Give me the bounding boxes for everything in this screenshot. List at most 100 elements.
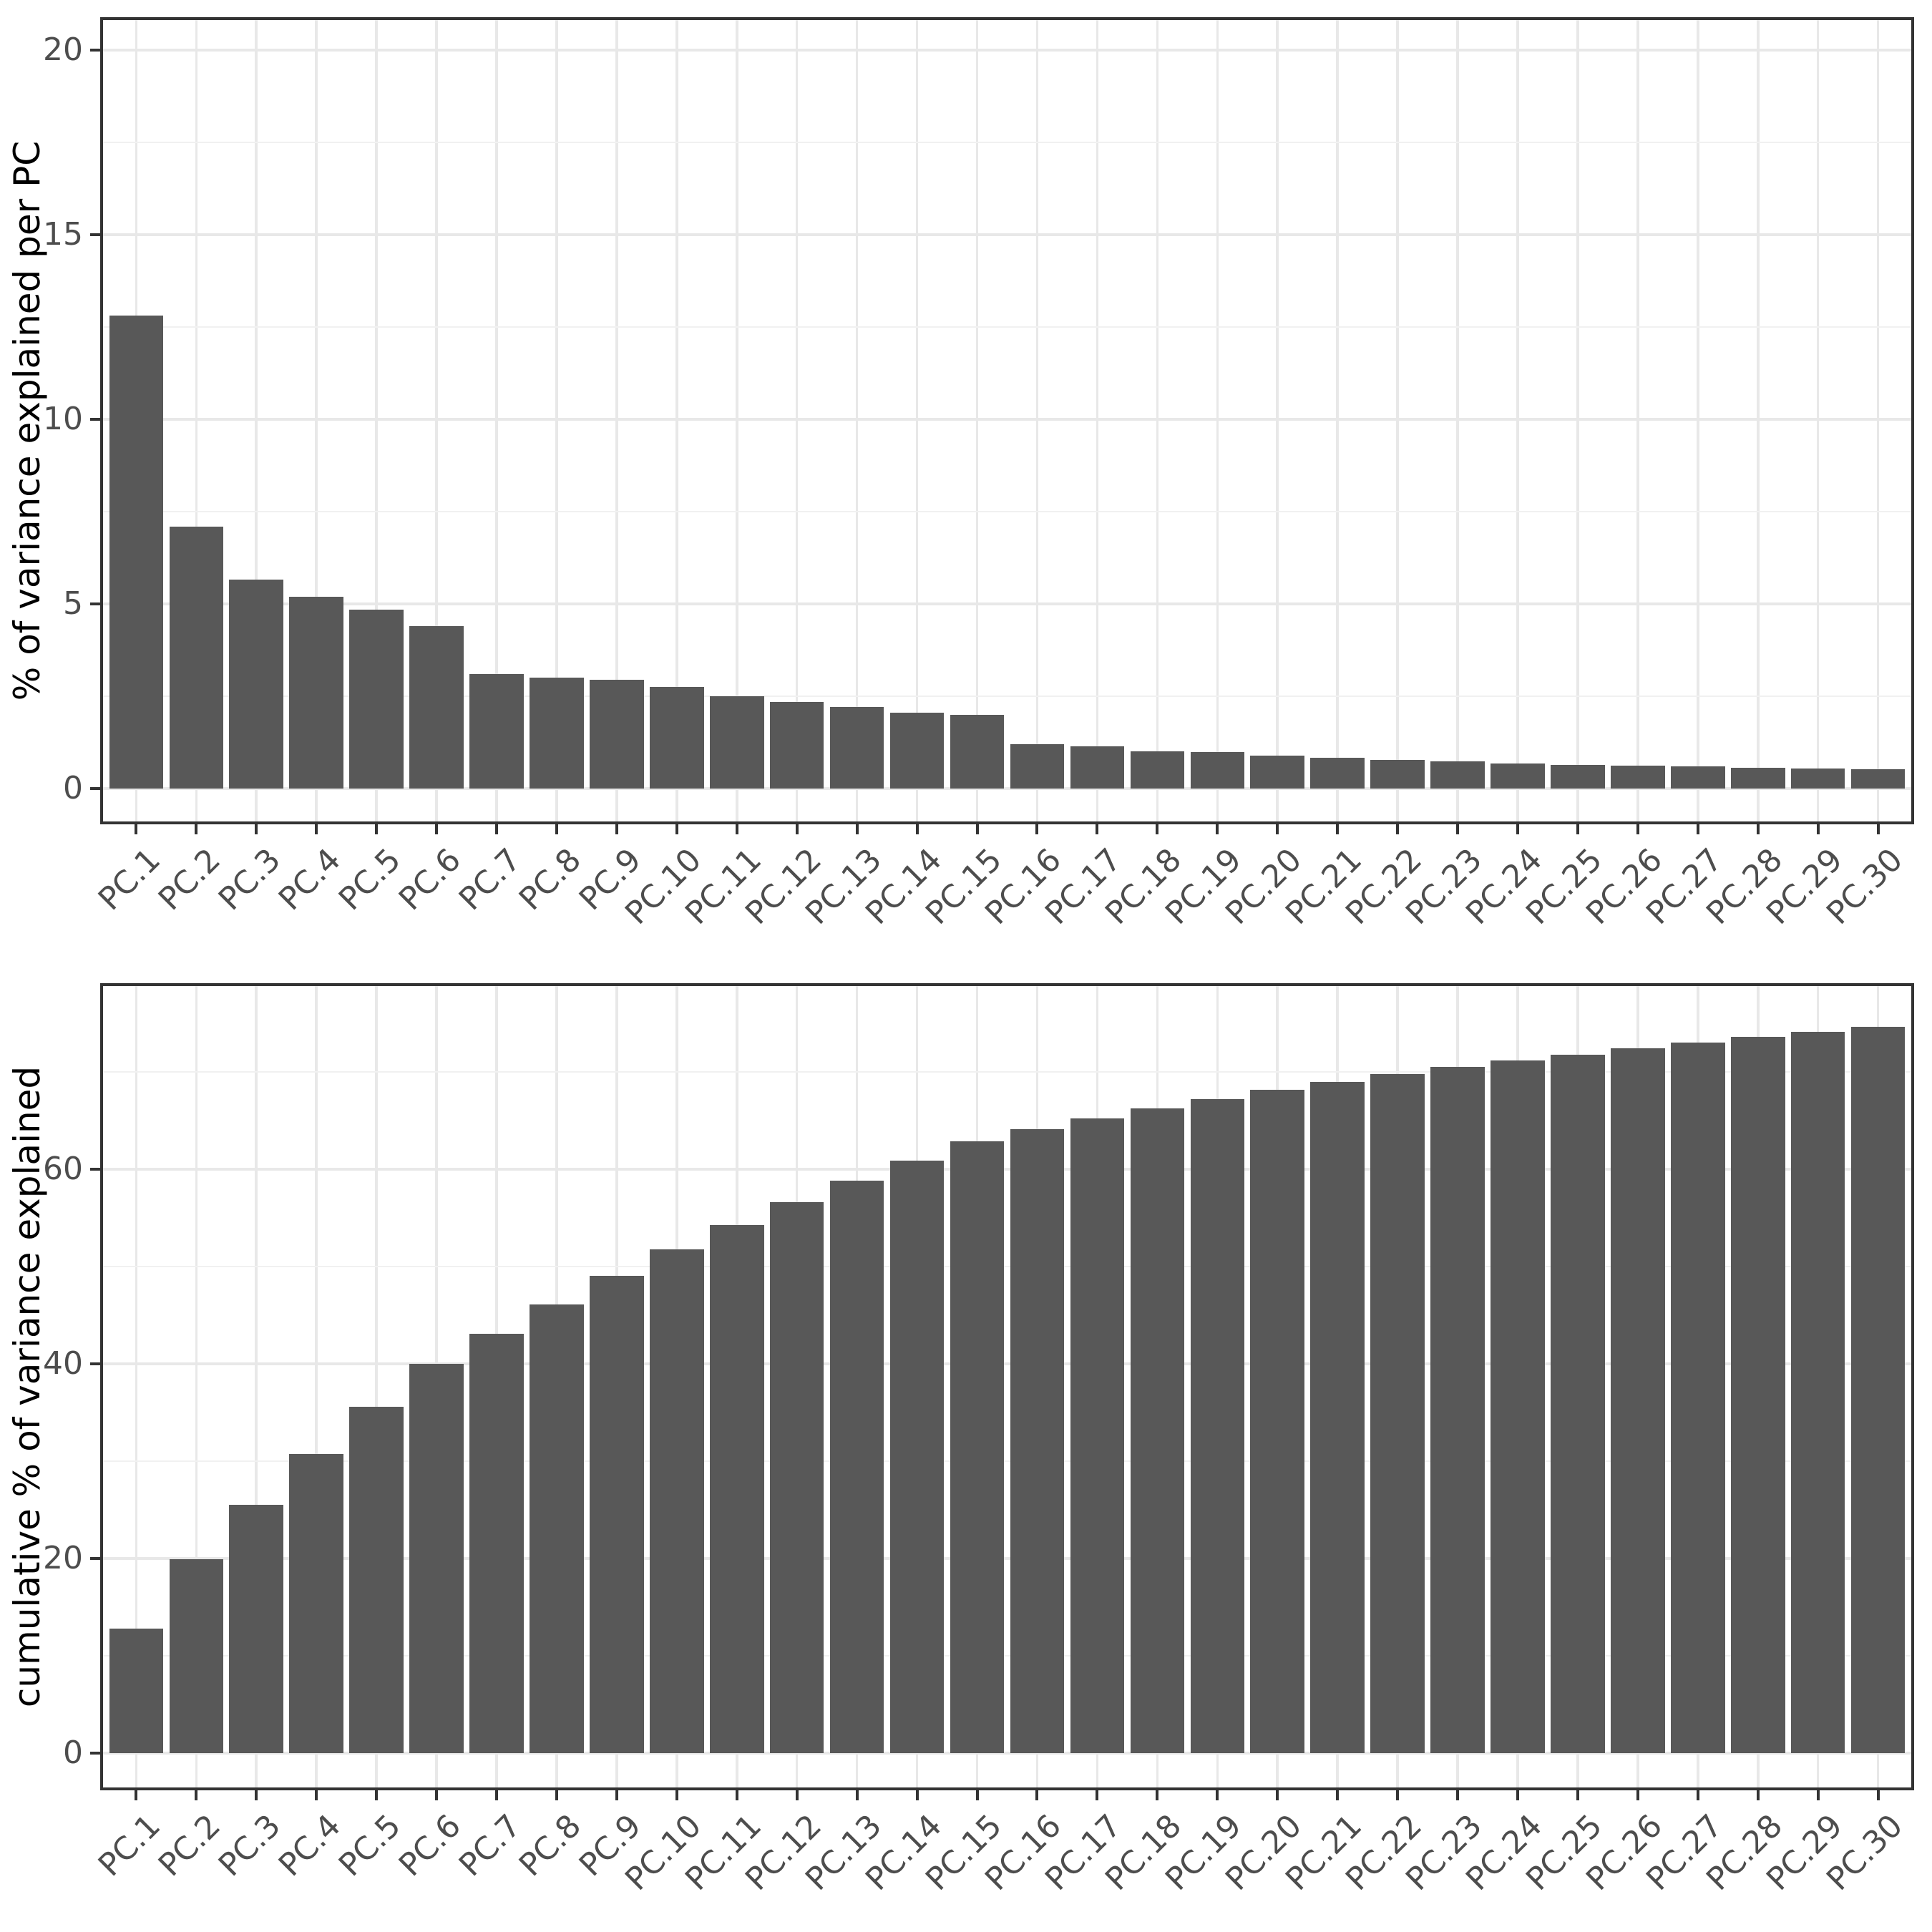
- bar-PC.12: [769, 1201, 824, 1754]
- gridline-x-major: [495, 17, 498, 824]
- x-axis-tick: [675, 1790, 678, 1800]
- x-axis-tick: [615, 824, 618, 834]
- bar-PC.26: [1611, 766, 1665, 789]
- bar-PC.30: [1850, 769, 1906, 789]
- x-axis-tick: [1456, 824, 1460, 834]
- bar-PC.8: [530, 1304, 584, 1754]
- bar-PC.29: [1790, 1032, 1845, 1754]
- x-axis-tick: [1396, 824, 1400, 834]
- x-axis-tick: [1756, 1790, 1760, 1800]
- bar-PC.25: [1551, 1054, 1605, 1754]
- gridline-x-major: [975, 17, 979, 824]
- bar-PC.6: [409, 625, 464, 789]
- gridline-y-minor: [100, 1460, 1914, 1463]
- x-axis-tick: [375, 1790, 379, 1800]
- x-axis-tick: [1696, 824, 1699, 834]
- x-axis-tick: [1876, 1790, 1880, 1800]
- y-tick-label: 40: [43, 1345, 83, 1382]
- gridline-y-minor: [100, 695, 1914, 697]
- gridline-x-major: [1276, 17, 1279, 824]
- x-axis-tick: [1636, 824, 1639, 834]
- y-tick-label: 5: [63, 585, 83, 622]
- gridline-y-major: [100, 1168, 1914, 1171]
- gridline-x-major: [675, 17, 678, 824]
- gridline-y-major: [100, 1557, 1914, 1560]
- y-tick-label: 20: [43, 31, 83, 68]
- x-axis-tick: [1696, 1790, 1699, 1800]
- gridline-x-major: [1456, 17, 1459, 824]
- gridline-x-major: [1216, 17, 1219, 824]
- gridline-x-major: [1636, 17, 1639, 824]
- gridline-y-minor: [100, 326, 1914, 328]
- bar-PC.11: [709, 696, 764, 789]
- y-axis-tick: [90, 1168, 100, 1171]
- bar-PC.23: [1430, 761, 1485, 789]
- gridline-y-major: [100, 233, 1914, 236]
- x-axis-tick: [675, 824, 678, 834]
- x-axis-tick: [135, 1790, 138, 1800]
- x-axis-tick: [435, 824, 439, 834]
- bar-PC.3: [229, 580, 283, 789]
- gridline-y-major: [100, 787, 1914, 790]
- bar-PC.19: [1190, 1098, 1245, 1754]
- y-axis-tick: [90, 1752, 100, 1755]
- gridline-x-major: [555, 17, 558, 824]
- x-axis-tick: [1156, 1790, 1159, 1800]
- gridline-x-major: [855, 17, 859, 824]
- bar-PC.11: [709, 1224, 764, 1754]
- gridline-x-major: [255, 983, 258, 1790]
- bar-PC.19: [1190, 752, 1245, 789]
- bar-PC.16: [1010, 1129, 1065, 1754]
- x-axis-tick: [1156, 824, 1159, 834]
- bar-PC.20: [1250, 755, 1304, 789]
- x-axis-tick: [555, 824, 558, 834]
- gridline-x-major: [615, 17, 618, 824]
- gridline-y-major: [100, 1752, 1914, 1755]
- bar-PC.28: [1730, 1037, 1785, 1754]
- bar-PC.27: [1671, 1043, 1725, 1754]
- gridline-x-major: [1156, 17, 1159, 824]
- y-axis-tick: [90, 417, 100, 421]
- gridline-x-major: [435, 17, 438, 824]
- bar-PC.13: [829, 1180, 884, 1754]
- y-axis-tick: [90, 233, 100, 236]
- bar-PC.15: [950, 1141, 1005, 1754]
- bar-PC.2: [169, 1559, 224, 1754]
- x-axis-tick: [255, 1790, 258, 1800]
- x-axis-tick: [255, 824, 258, 834]
- bar-PC.30: [1850, 1026, 1906, 1754]
- bar-PC.18: [1130, 1108, 1185, 1754]
- gridline-x-major: [1096, 17, 1099, 824]
- x-axis-tick: [1276, 824, 1279, 834]
- gridline-x-major: [736, 17, 738, 824]
- bar-PC.4: [289, 596, 343, 789]
- bar-PC.20: [1250, 1090, 1304, 1754]
- x-axis-tick: [315, 1790, 318, 1800]
- x-axis-tick: [1456, 1790, 1460, 1800]
- gridline-y-major: [100, 1362, 1914, 1365]
- bar-PC.9: [590, 679, 644, 789]
- bar-PC.10: [650, 1249, 704, 1754]
- bar-PC.22: [1370, 759, 1425, 789]
- x-axis-tick: [315, 824, 318, 834]
- bar-PC.25: [1551, 765, 1605, 789]
- bar-PC.18: [1130, 751, 1185, 789]
- bar-PC.15: [950, 714, 1005, 789]
- bar-PC.9: [590, 1275, 644, 1754]
- x-axis-tick: [615, 1790, 618, 1800]
- gridline-x-major: [1516, 17, 1519, 824]
- x-axis-tick: [795, 1790, 799, 1800]
- x-axis-tick: [1035, 1790, 1039, 1800]
- y-tick-label: 15: [43, 215, 83, 253]
- bar-PC.29: [1790, 768, 1845, 789]
- gridline-x-major: [195, 17, 198, 824]
- bar-PC.16: [1010, 744, 1065, 789]
- x-axis-tick: [1336, 1790, 1340, 1800]
- x-axis-tick: [1576, 1790, 1579, 1800]
- gridline-x-major: [315, 983, 318, 1790]
- x-axis-tick: [1035, 824, 1039, 834]
- gridline-x-major: [135, 983, 138, 1790]
- gridline-x-major: [1757, 17, 1760, 824]
